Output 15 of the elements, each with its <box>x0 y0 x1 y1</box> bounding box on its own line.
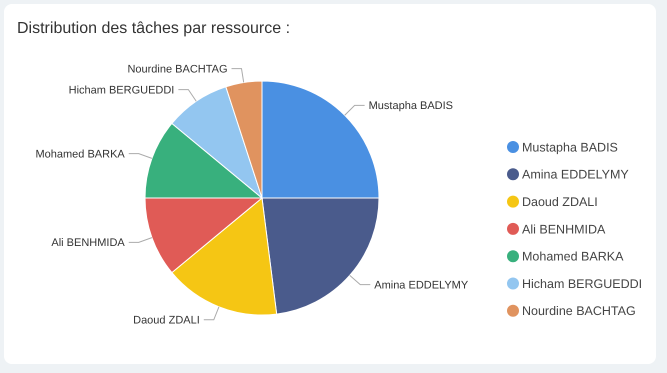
legend-label: Mustapha BADIS <box>522 140 618 154</box>
slice-label: Ali BENHMIDA <box>51 237 126 250</box>
legend-label: Ali BENHMIDA <box>522 222 606 236</box>
legend-label: Hicham BERGUEDDI <box>522 276 642 291</box>
slice-label: Mohamed BARKA <box>35 148 126 160</box>
slice-label: Daoud ZDALI <box>133 314 200 327</box>
legend-label: Amina EDDELYMY <box>522 168 630 182</box>
slice-label: Amina EDDELYMY <box>374 279 469 292</box>
legend-label: Daoud ZDALI <box>522 194 598 209</box>
slice-label: Nourdine BACHTAG <box>127 63 228 76</box>
legend-label: Mohamed BARKA <box>522 250 624 264</box>
chart-title: Distribution des tâches par ressource : <box>17 20 290 37</box>
legend-label: Nourdine BACHTAG <box>522 304 636 318</box>
slice-label: Hicham BERGUEDDI <box>68 84 174 96</box>
slice-label: Mustapha BADIS <box>368 100 454 112</box>
